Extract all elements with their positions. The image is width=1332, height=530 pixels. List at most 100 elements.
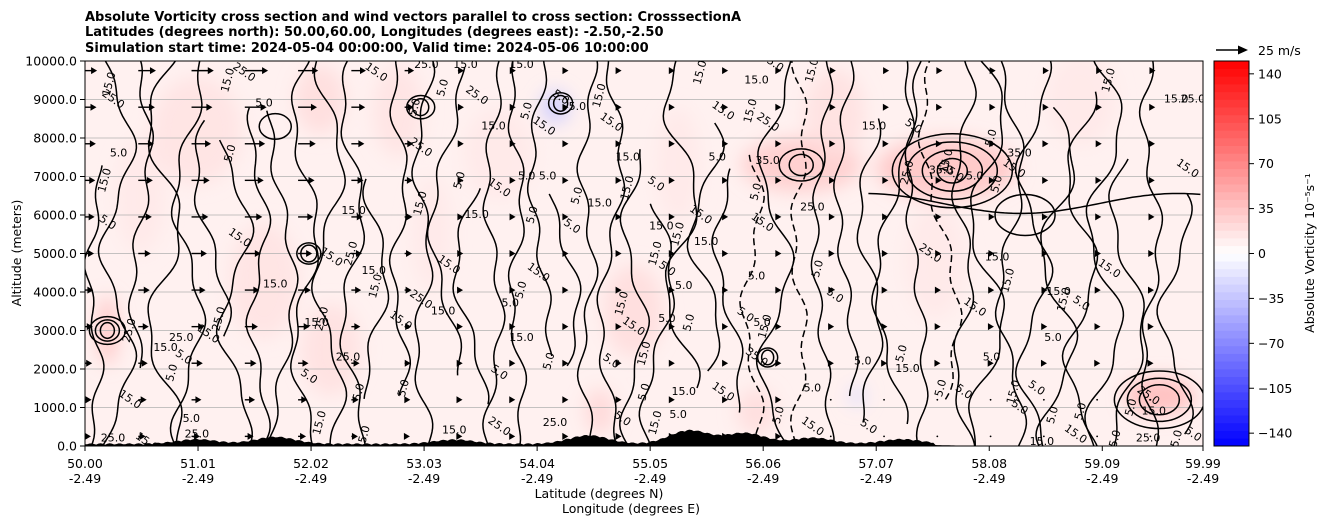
- contour-line: [619, 149, 651, 446]
- x-tick-label-lon: -2.49: [1086, 471, 1118, 486]
- contour-line: [1084, 61, 1125, 446]
- contour-line: [755, 61, 795, 446]
- contour-line: [790, 61, 808, 446]
- contour-label: 5.0: [636, 382, 653, 402]
- contour-line: [215, 139, 255, 446]
- contour-line: [266, 110, 299, 446]
- wind-vector: [404, 359, 411, 367]
- x-tick-label-lat: 55.05: [632, 456, 668, 471]
- wind-vector: [775, 176, 782, 184]
- wind-vector: [722, 432, 729, 440]
- wind-vector: [1042, 176, 1049, 184]
- contour-label: 5.0: [356, 424, 373, 444]
- wind-vector: [404, 67, 415, 75]
- field-blob: [603, 265, 664, 358]
- wind-vector: [562, 396, 569, 404]
- wind-vector: [404, 323, 412, 331]
- contour-label: 5.0: [1072, 401, 1089, 421]
- title-line-2: Latitudes (degrees north): 50.00,60.00, …: [85, 25, 664, 40]
- wind-vector: [138, 140, 154, 148]
- colorbar-band: [1214, 292, 1249, 300]
- wind-vector: [883, 67, 890, 75]
- field-blob: [1046, 61, 1117, 146]
- wind-vector: [351, 103, 366, 111]
- wind-vector: [882, 140, 889, 148]
- contour-label: 15.0: [1030, 435, 1055, 448]
- wind-vector: [1147, 323, 1154, 331]
- wind-vector: [722, 323, 729, 331]
- contour-loop: [99, 321, 116, 340]
- wind-vector: [191, 213, 209, 221]
- wind-vector: [191, 176, 210, 184]
- x-tick-label-lat: 58.08: [971, 456, 1007, 471]
- wind-vector: [989, 103, 996, 111]
- contour-line: [127, 61, 155, 369]
- contour-line: [1138, 61, 1164, 446]
- contour-label: 15.0: [616, 150, 641, 163]
- contour-line: [904, 61, 929, 446]
- wind-vector: [138, 286, 150, 294]
- colorbar-band: [1214, 99, 1249, 108]
- wind-vector: [615, 432, 622, 440]
- wind-vector: [987, 359, 994, 367]
- colorbar-band: [1214, 68, 1249, 77]
- wind-vector: [562, 250, 569, 257]
- wind-vector: [615, 103, 622, 111]
- contour-loop: [258, 112, 293, 140]
- colorbar-band: [1214, 130, 1249, 139]
- wind-vector: [1149, 435, 1152, 438]
- contour-loop: [778, 148, 824, 182]
- wind-vector: [562, 432, 569, 440]
- wind-vector: [244, 396, 256, 404]
- contour-label: 5.0: [709, 150, 727, 163]
- wind-vector: [298, 213, 314, 221]
- contour-line: [97, 61, 138, 446]
- contour-label: 35.0: [929, 164, 954, 177]
- contour-loop: [547, 92, 574, 115]
- wind-vector: [989, 67, 996, 75]
- wind-vector: [881, 359, 888, 367]
- wind-vector: [509, 323, 516, 331]
- colorbar-band: [1214, 307, 1249, 316]
- wind-vector: [509, 396, 516, 404]
- wind-vector: [191, 286, 206, 294]
- contour-loop: [1113, 370, 1203, 430]
- colorbar-band: [1214, 345, 1249, 354]
- contour-label: 5.0: [854, 354, 872, 367]
- wind-vector: [1148, 250, 1155, 257]
- wind-vector: [244, 67, 269, 75]
- wind-vector: [668, 140, 675, 148]
- wind-vector: [562, 176, 569, 184]
- wind-vector: [1094, 323, 1101, 331]
- wind-vector: [562, 140, 569, 148]
- contour-label: 5.0: [804, 381, 822, 394]
- contour-label: 5.0: [658, 312, 676, 325]
- contour-line: [411, 61, 436, 446]
- wind-vector: [138, 432, 146, 440]
- wind-vector: [85, 286, 94, 294]
- wind-vector: [1096, 67, 1103, 75]
- contour-label: 15.0: [95, 167, 114, 194]
- wind-vector: [882, 213, 889, 221]
- contour-label: 15.0: [588, 196, 613, 209]
- wind-vector: [509, 286, 516, 294]
- wind-vector: [85, 250, 95, 257]
- contour-label: 25.0: [209, 305, 228, 332]
- contour-label: 35.0: [755, 154, 780, 167]
- contour-label: 15.0: [646, 409, 665, 436]
- wind-vector: [1042, 67, 1049, 75]
- wind-vector: [298, 359, 309, 367]
- colorbar-band: [1214, 253, 1249, 262]
- wind-vector: [722, 213, 729, 221]
- wind-vector: [668, 323, 675, 331]
- colorbar-band: [1214, 138, 1249, 146]
- wind-vector: [191, 323, 205, 331]
- wind-vector: [988, 176, 995, 184]
- wind-vector: [509, 176, 516, 184]
- x-tick-label-lat: 56.06: [745, 456, 781, 471]
- contour-line: [951, 61, 977, 446]
- x-tick-label-lat: 51.01: [180, 456, 216, 471]
- wind-vector: [403, 432, 410, 440]
- wind-vector: [829, 398, 832, 401]
- wind-vector: [775, 250, 782, 257]
